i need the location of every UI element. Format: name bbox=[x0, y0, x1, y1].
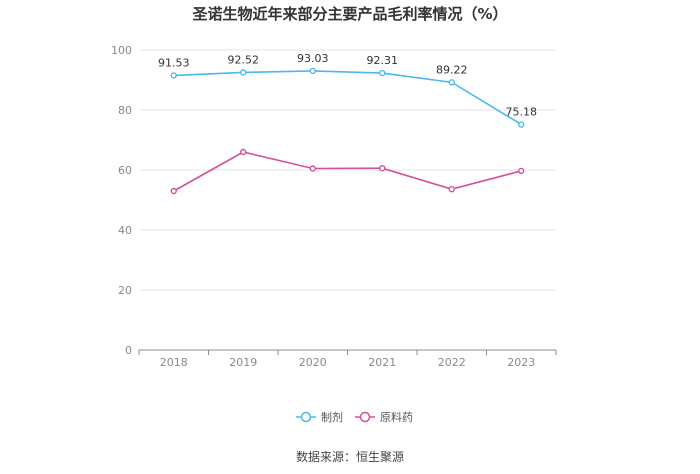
data-point bbox=[448, 79, 455, 86]
legend-label-1: 制剂 bbox=[321, 410, 343, 424]
data-point bbox=[240, 69, 247, 76]
data-point bbox=[240, 148, 247, 156]
data-point bbox=[309, 67, 316, 75]
data-label: 75.18 bbox=[506, 105, 538, 118]
x-tick-label: 2020 bbox=[299, 356, 327, 369]
legend-marker-1 bbox=[300, 411, 312, 423]
y-tick-label: 80 bbox=[118, 104, 132, 117]
source-note: 数据来源：恒生聚源 bbox=[295, 450, 404, 464]
data-label: 89.22 bbox=[436, 63, 468, 76]
data-label: 91.53 bbox=[158, 56, 190, 69]
data-label: 92.52 bbox=[228, 53, 260, 66]
legend-label-2: 原料药 bbox=[380, 410, 413, 424]
legend-marker-2 bbox=[359, 411, 371, 423]
x-tick-label: 2022 bbox=[438, 356, 466, 369]
x-tick-label: 2019 bbox=[229, 356, 257, 369]
y-tick-label: 60 bbox=[118, 164, 132, 177]
y-tick-label: 0 bbox=[125, 344, 132, 357]
data-point bbox=[170, 187, 177, 195]
data-point bbox=[448, 185, 455, 193]
y-tick-label: 100 bbox=[111, 44, 132, 57]
data-point bbox=[309, 165, 316, 172]
series-line-1 bbox=[173, 70, 522, 126]
series-line-2 bbox=[173, 151, 522, 192]
data-point bbox=[379, 164, 386, 172]
y-tick-label: 20 bbox=[118, 284, 132, 297]
chart-title: 圣诺生物近年来部分主要产品毛利率情况（%） bbox=[192, 5, 508, 23]
data-point bbox=[518, 121, 525, 128]
data-point bbox=[379, 69, 386, 77]
data-label: 92.31 bbox=[367, 54, 399, 67]
data-point bbox=[170, 72, 177, 79]
x-tick-label: 2023 bbox=[507, 356, 535, 369]
data-label: 93.03 bbox=[297, 52, 329, 65]
x-tick-label: 2018 bbox=[160, 356, 188, 369]
data-point bbox=[518, 167, 525, 175]
x-tick-label: 2021 bbox=[368, 356, 396, 369]
y-tick-label: 40 bbox=[118, 224, 132, 237]
